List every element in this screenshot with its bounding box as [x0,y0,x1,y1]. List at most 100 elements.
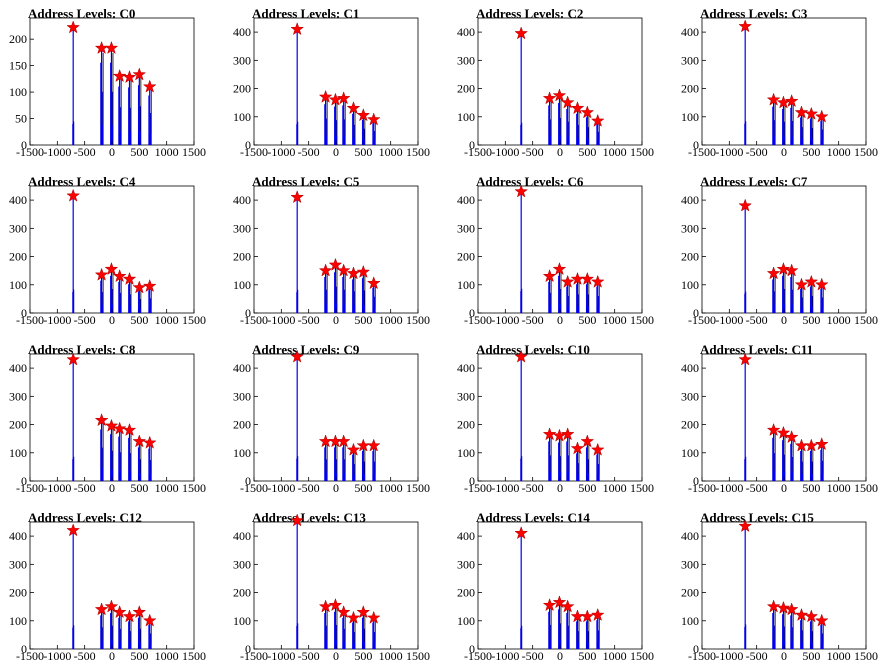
y-tick-label: 400 [233,25,251,39]
peak-marker [766,266,781,280]
peak-marker [346,442,361,456]
y-tick-label: 100 [681,614,699,628]
chart-title: Address Levels: C14 [476,510,590,525]
chart-panel: Address Levels: C4 0 100 200 300 400 -1500 -100… [0,168,224,336]
peak-marker [66,352,81,366]
y-tick-label: 300 [457,53,475,67]
chart-title: Address Levels: C10 [476,342,590,357]
x-tick-label: -500 [74,649,96,663]
peak-marker [590,442,605,456]
y-tick-label: 100 [233,278,251,292]
y-tick-label: 400 [457,529,475,543]
peak-marker [542,427,557,441]
peak-marker [104,40,119,55]
x-tick-label: 500 [354,145,372,159]
peak-marker [336,263,351,277]
x-tick-label: 0 [557,481,563,495]
chart-svg: 0 100 200 300 400 -1500 -1000 -500 0 500 1000 1500 [457,349,654,495]
x-tick-label: 1000 [379,649,403,663]
peak-marker [356,605,371,619]
peak-marker [590,607,605,622]
x-tick-label: 0 [781,481,787,495]
y-tick-label: 400 [681,529,699,543]
x-tick-label: 1000 [155,649,179,663]
x-tick-label: 0 [781,313,787,327]
x-tick-label: 500 [802,313,820,327]
peak-marker [738,198,753,212]
peak-marker [132,434,147,448]
peak-marker [738,518,753,533]
chart-title: Address Levels: C12 [28,510,142,525]
chart-panel: Address Levels: C13 0 100 200 300 400 -1500 -10… [224,504,448,672]
x-tick-label: 1500 [854,145,878,159]
chart-panel: Address Levels: C5 0 100 200 300 400 -1500 -100… [224,168,448,336]
peak-marker [776,600,791,614]
x-tick-label: -500 [298,313,320,327]
x-tick-label: -1500 [464,145,492,159]
y-tick-label: 0 [21,306,27,320]
peak-marker [542,269,557,283]
peak-marker [514,526,529,540]
peak-marker [356,108,371,122]
y-tick-label: 100 [457,614,475,628]
y-tick-label: 0 [469,306,475,320]
x-tick-label: -500 [298,649,320,663]
peak-marker [784,263,799,277]
x-tick-label: -1000 [715,313,743,327]
y-tick-label: 100 [9,614,27,628]
peak-marker [766,422,781,437]
peak-marker [142,435,157,449]
x-tick-label: 500 [130,649,148,663]
x-tick-label: 1000 [603,481,627,495]
x-tick-label: -1000 [267,481,295,495]
peak-marker [356,264,371,278]
chart-panel: Address Levels: C0 0 50 100 150 200 -1500 -1000… [0,0,224,168]
chart-title: Address Levels: C3 [700,6,808,21]
peak-marker [346,101,361,115]
y-tick-label: 100 [681,278,699,292]
peak-marker [94,267,109,281]
x-tick-label: -1000 [491,313,519,327]
x-tick-label: -500 [522,145,544,159]
peak-marker [112,421,127,435]
peak-marker [132,67,147,81]
y-tick-label: 400 [9,193,27,207]
x-tick-label: -500 [298,145,320,159]
peak-marker [514,26,529,40]
x-tick-label: 1000 [379,145,403,159]
x-tick-label: -1000 [715,145,743,159]
peak-marker [814,277,829,291]
x-tick-label: -500 [746,649,768,663]
peak-marker [112,68,127,83]
x-tick-label: 500 [578,481,596,495]
chart-panel: Address Levels: C12 0 100 200 300 400 -1500 -10… [0,504,224,672]
y-tick-label: 300 [681,221,699,235]
peak-marker [560,95,575,109]
peak-marker [142,278,157,293]
y-tick-label: 0 [469,642,475,656]
x-tick-label: 0 [781,649,787,663]
chart-svg: 0 100 200 300 400 -1500 -1000 -500 0 500 1000 1500 [457,184,654,327]
y-tick-label: 300 [233,221,251,235]
chart-panel: Address Levels: C11 0 100 200 300 400 -1500 -10… [672,336,896,504]
peak-marker [784,602,799,616]
y-tick-label: 400 [457,25,475,39]
x-tick-label: -1500 [16,313,44,327]
x-tick-label: 1000 [827,145,851,159]
peak-marker [776,261,791,276]
peak-marker [132,280,147,294]
x-tick-label: -500 [522,649,544,663]
chart-panel: Address Levels: C8 0 100 200 300 400 -1500 -100… [0,336,224,504]
x-tick-label: -1000 [491,481,519,495]
x-tick-label: -1000 [43,313,71,327]
peak-marker [804,274,819,288]
x-tick-label: -1500 [16,145,44,159]
x-tick-label: -1500 [688,481,716,495]
chart-panel: Address Levels: C2 0 100 200 300 400 -1500 -100… [448,0,672,168]
x-tick-label: 1500 [182,481,206,495]
y-tick-label: 100 [9,446,27,460]
peak-marker [290,513,305,527]
chart-svg: 0 100 200 300 400 -1500 -1000 -500 0 500 1000 1500 [233,513,430,663]
peak-marker [122,271,137,286]
x-tick-label: 1500 [406,145,430,159]
